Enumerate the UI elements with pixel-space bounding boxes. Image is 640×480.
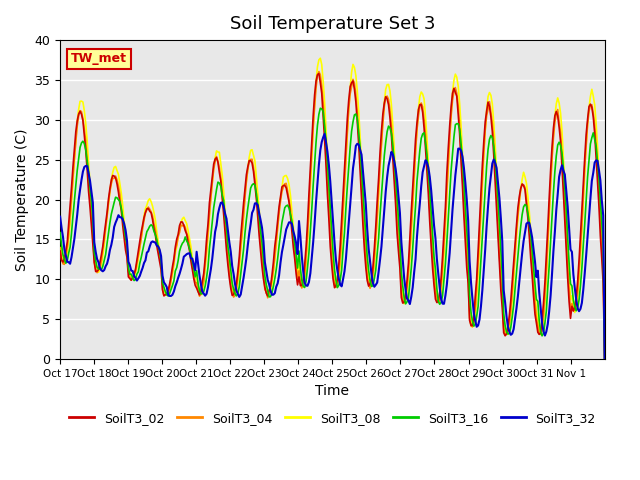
X-axis label: Time: Time (316, 384, 349, 398)
Title: Soil Temperature Set 3: Soil Temperature Set 3 (230, 15, 435, 33)
Text: TW_met: TW_met (71, 52, 127, 65)
Legend: SoilT3_02, SoilT3_04, SoilT3_08, SoilT3_16, SoilT3_32: SoilT3_02, SoilT3_04, SoilT3_08, SoilT3_… (64, 407, 601, 430)
Y-axis label: Soil Temperature (C): Soil Temperature (C) (15, 128, 29, 271)
